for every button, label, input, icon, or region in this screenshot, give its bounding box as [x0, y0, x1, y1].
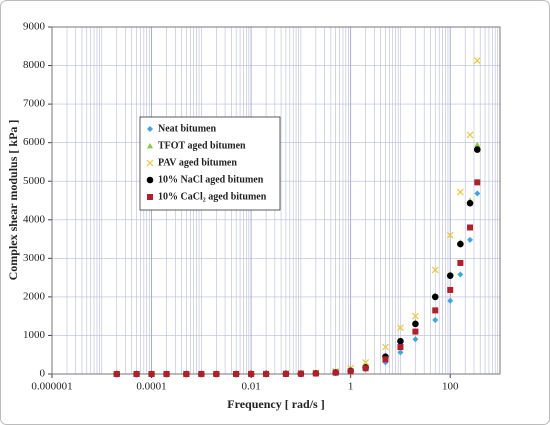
point — [362, 365, 369, 372]
point — [431, 266, 439, 274]
point — [432, 317, 439, 324]
x-tick-label: 1 — [348, 381, 354, 393]
legend-label: PAV aged bitumen — [158, 157, 237, 168]
legend-marker — [147, 194, 153, 200]
point — [397, 324, 404, 332]
point — [213, 371, 220, 377]
point — [457, 271, 464, 278]
x-tick-label: 0.000001 — [31, 381, 72, 393]
point — [474, 146, 481, 153]
point — [432, 307, 439, 314]
point — [382, 343, 389, 351]
series — [113, 179, 481, 377]
point — [312, 370, 319, 377]
point — [282, 370, 289, 377]
legend-marker — [147, 126, 153, 132]
point — [474, 179, 481, 186]
point — [412, 312, 419, 320]
point — [412, 328, 419, 335]
point — [412, 336, 419, 343]
y-tick-label: 2000 — [23, 290, 46, 302]
point — [466, 199, 474, 207]
y-tick-label: 6000 — [23, 136, 46, 148]
point — [397, 344, 404, 351]
legend-label: 10% NaCl aged bitumen — [158, 174, 264, 185]
point — [457, 259, 464, 266]
x-axis-title: Frequency [ rad/s ] — [227, 397, 324, 411]
point — [148, 371, 155, 377]
point — [198, 371, 205, 377]
y-tick-label: 0 — [40, 368, 46, 380]
y-tick-label: 7000 — [23, 98, 46, 110]
point — [263, 370, 270, 377]
legend-marker — [146, 176, 154, 184]
point — [467, 236, 474, 243]
point — [457, 240, 464, 248]
point — [473, 57, 481, 64]
point — [113, 371, 120, 377]
y-tick-label: 8000 — [23, 59, 46, 71]
point — [183, 371, 190, 377]
y-tick-label: 5000 — [23, 175, 46, 187]
point — [332, 369, 339, 376]
y-tick-label: 1000 — [23, 329, 46, 341]
x-tick-label: 0.0001 — [136, 381, 166, 393]
point — [133, 371, 140, 377]
legend-marker — [147, 143, 153, 149]
point — [456, 188, 464, 196]
point — [397, 349, 404, 356]
point — [248, 370, 255, 377]
point — [347, 368, 354, 375]
y-tick-label: 9000 — [23, 21, 46, 33]
point — [446, 272, 454, 279]
legend-label: TFOT aged bitumen — [158, 140, 246, 151]
point — [382, 356, 389, 363]
x-tick-label: 100 — [442, 381, 459, 393]
legend-marker — [146, 159, 154, 167]
legend-box — [139, 116, 281, 211]
point — [397, 337, 404, 345]
point — [297, 370, 304, 377]
point — [431, 293, 439, 301]
x-tick-label: 0.01 — [241, 381, 260, 393]
point — [466, 131, 474, 139]
point — [233, 371, 240, 377]
point — [447, 297, 454, 304]
plot-area — [51, 26, 501, 375]
point — [362, 359, 370, 366]
point — [412, 320, 419, 328]
legend-label: 10% CaCl₂ aged bitumen — [158, 191, 267, 202]
y-tick-label: 4000 — [23, 213, 46, 225]
point — [446, 231, 454, 239]
y-tick-label: 3000 — [23, 252, 46, 264]
point — [163, 371, 170, 377]
point — [474, 190, 481, 197]
point — [474, 141, 481, 147]
point — [467, 224, 474, 231]
y-axis-title: Complex shear modulus [ kPa ] — [6, 120, 20, 281]
legend-label: Neat bitumen — [158, 123, 216, 134]
point — [447, 286, 454, 293]
